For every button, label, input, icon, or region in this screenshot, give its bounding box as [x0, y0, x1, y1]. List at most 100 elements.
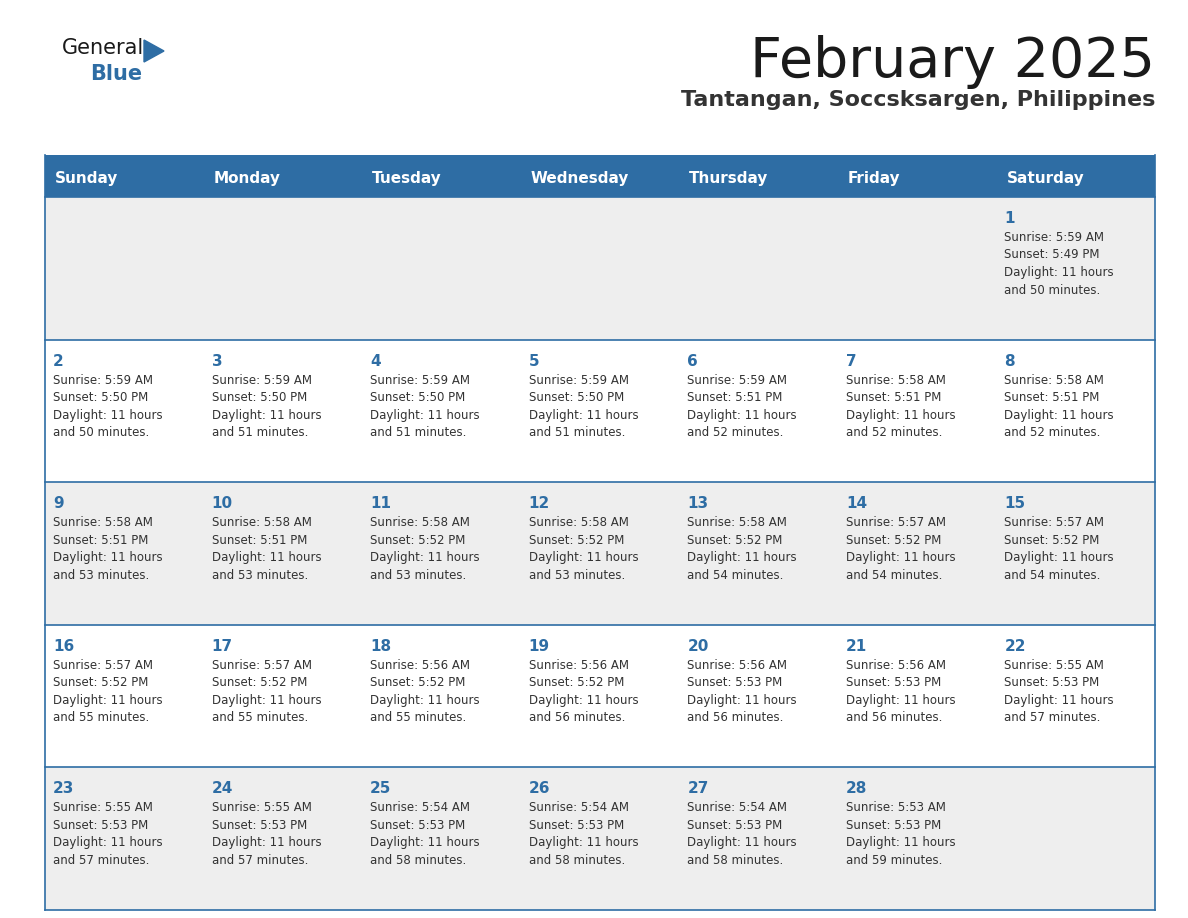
Text: Sunrise: 5:55 AM: Sunrise: 5:55 AM [1004, 659, 1105, 672]
Text: and 59 minutes.: and 59 minutes. [846, 854, 942, 867]
Text: Daylight: 11 hours: Daylight: 11 hours [1004, 551, 1114, 565]
Polygon shape [144, 40, 164, 62]
Text: Daylight: 11 hours: Daylight: 11 hours [53, 551, 163, 565]
Text: Sunrise: 5:58 AM: Sunrise: 5:58 AM [846, 374, 946, 386]
Text: 3: 3 [211, 353, 222, 369]
Text: Daylight: 11 hours: Daylight: 11 hours [846, 409, 955, 421]
Text: Wednesday: Wednesday [531, 172, 630, 186]
Text: and 53 minutes.: and 53 minutes. [529, 568, 625, 582]
Text: Sunrise: 5:56 AM: Sunrise: 5:56 AM [846, 659, 946, 672]
Text: 7: 7 [846, 353, 857, 369]
Text: and 54 minutes.: and 54 minutes. [688, 568, 784, 582]
Text: Thursday: Thursday [689, 172, 769, 186]
Text: 13: 13 [688, 497, 708, 511]
Text: Sunrise: 5:59 AM: Sunrise: 5:59 AM [371, 374, 470, 386]
Text: 24: 24 [211, 781, 233, 797]
Text: 4: 4 [371, 353, 381, 369]
Text: Daylight: 11 hours: Daylight: 11 hours [1004, 409, 1114, 421]
Text: 28: 28 [846, 781, 867, 797]
Text: Sunset: 5:53 PM: Sunset: 5:53 PM [688, 819, 783, 832]
Text: Sunrise: 5:58 AM: Sunrise: 5:58 AM [688, 516, 788, 529]
Text: and 51 minutes.: and 51 minutes. [529, 426, 625, 439]
Text: Sunset: 5:51 PM: Sunset: 5:51 PM [211, 533, 307, 547]
Text: Sunset: 5:52 PM: Sunset: 5:52 PM [371, 533, 466, 547]
Text: Daylight: 11 hours: Daylight: 11 hours [211, 409, 321, 421]
Text: Sunset: 5:51 PM: Sunset: 5:51 PM [688, 391, 783, 404]
Text: Tuesday: Tuesday [372, 172, 442, 186]
Text: 20: 20 [688, 639, 709, 654]
Text: Sunrise: 5:55 AM: Sunrise: 5:55 AM [211, 801, 311, 814]
Text: Daylight: 11 hours: Daylight: 11 hours [846, 836, 955, 849]
Text: Sunset: 5:51 PM: Sunset: 5:51 PM [1004, 391, 1100, 404]
Text: 18: 18 [371, 639, 391, 654]
Text: 15: 15 [1004, 497, 1025, 511]
Text: 14: 14 [846, 497, 867, 511]
Text: and 52 minutes.: and 52 minutes. [846, 426, 942, 439]
Text: Sunrise: 5:59 AM: Sunrise: 5:59 AM [53, 374, 153, 386]
Text: Sunset: 5:52 PM: Sunset: 5:52 PM [529, 677, 624, 689]
Text: Daylight: 11 hours: Daylight: 11 hours [53, 409, 163, 421]
Text: Sunset: 5:50 PM: Sunset: 5:50 PM [529, 391, 624, 404]
Text: Sunrise: 5:53 AM: Sunrise: 5:53 AM [846, 801, 946, 814]
Text: Sunset: 5:53 PM: Sunset: 5:53 PM [846, 819, 941, 832]
Text: and 55 minutes.: and 55 minutes. [53, 711, 150, 724]
Text: February 2025: February 2025 [750, 35, 1155, 89]
Text: Sunrise: 5:55 AM: Sunrise: 5:55 AM [53, 801, 153, 814]
Bar [45, 155, 1155, 161]
Text: 5: 5 [529, 353, 539, 369]
Text: Daylight: 11 hours: Daylight: 11 hours [211, 694, 321, 707]
Text: and 51 minutes.: and 51 minutes. [371, 426, 467, 439]
Text: Sunrise: 5:56 AM: Sunrise: 5:56 AM [371, 659, 470, 672]
Text: 9: 9 [53, 497, 64, 511]
Text: 19: 19 [529, 639, 550, 654]
Text: Daylight: 11 hours: Daylight: 11 hours [1004, 694, 1114, 707]
Text: Tantangan, Soccsksargen, Philippines: Tantangan, Soccsksargen, Philippines [681, 90, 1155, 110]
Text: and 50 minutes.: and 50 minutes. [53, 426, 150, 439]
Text: Sunrise: 5:57 AM: Sunrise: 5:57 AM [211, 659, 311, 672]
Text: 26: 26 [529, 781, 550, 797]
Text: Sunrise: 5:58 AM: Sunrise: 5:58 AM [211, 516, 311, 529]
Text: Sunrise: 5:59 AM: Sunrise: 5:59 AM [1004, 231, 1105, 244]
Text: and 57 minutes.: and 57 minutes. [53, 854, 150, 867]
Text: Sunrise: 5:54 AM: Sunrise: 5:54 AM [688, 801, 788, 814]
Text: and 54 minutes.: and 54 minutes. [846, 568, 942, 582]
Text: Daylight: 11 hours: Daylight: 11 hours [371, 836, 480, 849]
Text: and 56 minutes.: and 56 minutes. [846, 711, 942, 724]
Text: 27: 27 [688, 781, 709, 797]
Text: Sunrise: 5:57 AM: Sunrise: 5:57 AM [53, 659, 153, 672]
Text: 6: 6 [688, 353, 699, 369]
Text: 17: 17 [211, 639, 233, 654]
Text: Daylight: 11 hours: Daylight: 11 hours [529, 409, 638, 421]
Text: Daylight: 11 hours: Daylight: 11 hours [211, 551, 321, 565]
Text: Saturday: Saturday [1006, 172, 1085, 186]
Text: Sunset: 5:50 PM: Sunset: 5:50 PM [211, 391, 307, 404]
Text: Friday: Friday [848, 172, 901, 186]
Text: Sunset: 5:53 PM: Sunset: 5:53 PM [211, 819, 307, 832]
Text: Sunset: 5:52 PM: Sunset: 5:52 PM [53, 677, 148, 689]
Text: 12: 12 [529, 497, 550, 511]
Text: Sunrise: 5:59 AM: Sunrise: 5:59 AM [688, 374, 788, 386]
Text: Blue: Blue [90, 64, 143, 84]
Text: Sunset: 5:52 PM: Sunset: 5:52 PM [1004, 533, 1100, 547]
Text: Sunset: 5:52 PM: Sunset: 5:52 PM [371, 677, 466, 689]
Text: Sunrise: 5:59 AM: Sunrise: 5:59 AM [211, 374, 311, 386]
Text: Sunset: 5:53 PM: Sunset: 5:53 PM [529, 819, 624, 832]
Text: Daylight: 11 hours: Daylight: 11 hours [688, 409, 797, 421]
Text: Daylight: 11 hours: Daylight: 11 hours [529, 551, 638, 565]
Text: Daylight: 11 hours: Daylight: 11 hours [371, 694, 480, 707]
Text: Sunrise: 5:59 AM: Sunrise: 5:59 AM [529, 374, 628, 386]
Text: Sunset: 5:50 PM: Sunset: 5:50 PM [53, 391, 148, 404]
Text: and 53 minutes.: and 53 minutes. [211, 568, 308, 582]
Text: Daylight: 11 hours: Daylight: 11 hours [529, 836, 638, 849]
Text: and 55 minutes.: and 55 minutes. [371, 711, 467, 724]
Bar [45, 197, 1155, 340]
Text: Daylight: 11 hours: Daylight: 11 hours [211, 836, 321, 849]
Text: Daylight: 11 hours: Daylight: 11 hours [371, 551, 480, 565]
Text: Sunrise: 5:58 AM: Sunrise: 5:58 AM [529, 516, 628, 529]
Text: Sunset: 5:50 PM: Sunset: 5:50 PM [371, 391, 466, 404]
Text: 22: 22 [1004, 639, 1026, 654]
Text: Sunrise: 5:54 AM: Sunrise: 5:54 AM [371, 801, 470, 814]
Text: Sunset: 5:53 PM: Sunset: 5:53 PM [371, 819, 466, 832]
Text: Daylight: 11 hours: Daylight: 11 hours [688, 836, 797, 849]
Text: and 58 minutes.: and 58 minutes. [371, 854, 467, 867]
